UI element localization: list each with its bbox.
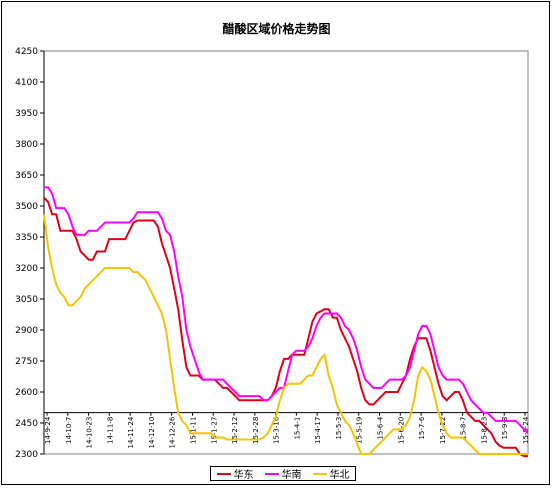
x-tick-label: 15-7-6	[418, 416, 426, 439]
y-tick-label: 2600	[15, 388, 38, 398]
legend-label: 华南	[281, 470, 302, 481]
x-tick-label: 14-9-24	[44, 416, 52, 444]
legend-swatch	[312, 472, 327, 475]
y-tick-label: 2300	[15, 450, 38, 460]
plot-area	[43, 50, 529, 455]
x-tick-label: 15-4-17	[314, 417, 322, 444]
legend-item-1: 华南	[264, 466, 302, 481]
x-tick-label: 15-8-7	[460, 417, 468, 440]
x-tick-label: 14-12-26	[169, 416, 177, 448]
x-tick-label: 15-5-3	[335, 417, 343, 440]
plot-layer: 2300 2450 2600 2750 2900 3050 3200 3350 3500 3650…	[15, 47, 530, 460]
x-tick-label: 15-4-1	[293, 417, 301, 440]
x-tick-label: 15-9-8	[501, 417, 509, 440]
series-line-2	[43, 214, 528, 455]
legend-label: 华东	[233, 470, 254, 481]
y-tick-label: 2900	[15, 326, 38, 336]
x-tick-label: 15-5-19	[356, 417, 364, 444]
y-tick-label: 3650	[15, 171, 38, 181]
y-tick-label: 2750	[15, 357, 38, 367]
x-tick-label: 15-8-23	[480, 417, 488, 444]
legend-item-0: 华东	[216, 466, 254, 481]
x-tick-label: 15-3-16	[273, 416, 281, 444]
legend: 华东 华南 华北	[210, 466, 356, 481]
y-tick-label: 4250	[15, 47, 38, 57]
y-tick-label: 3050	[15, 295, 38, 305]
series-line-0	[43, 197, 528, 458]
x-tick-label: 15-6-4	[377, 416, 385, 439]
y-tick-label: 4100	[15, 78, 38, 88]
y-tick-label: 3800	[15, 140, 38, 150]
x-tick-label: 14-10-23	[86, 417, 94, 449]
legend-label: 华北	[329, 470, 350, 481]
y-tick-label: 3950	[15, 109, 38, 119]
x-tick-label: 15-2-12	[231, 417, 239, 444]
x-tick-label: 15-6-20	[397, 417, 405, 444]
x-tick-label: 15-7-22	[439, 417, 447, 444]
x-tick-label: 14-11-24	[127, 416, 135, 448]
legend-item-2: 华北	[312, 466, 350, 481]
x-tick-label: 15-2-28	[252, 417, 260, 444]
x-tick-label: 14-12-10	[148, 417, 156, 449]
series-line-1	[44, 186, 529, 435]
chart-title: 醋酸区域价格走势图	[222, 22, 331, 36]
y-tick-label: 2450	[15, 419, 38, 429]
x-tick-label: 14-10-7	[65, 417, 73, 444]
legend-swatch	[264, 472, 279, 475]
y-tick-label: 3500	[15, 202, 38, 212]
y-tick-label: 3350	[15, 233, 38, 243]
x-tick-label: 15-1-27	[210, 417, 218, 444]
legend-swatch	[216, 472, 231, 475]
x-tick-label: 14-11-8	[106, 417, 114, 444]
y-tick-label: 3200	[15, 264, 38, 274]
x-tick-label: 15-1-11	[189, 417, 197, 444]
